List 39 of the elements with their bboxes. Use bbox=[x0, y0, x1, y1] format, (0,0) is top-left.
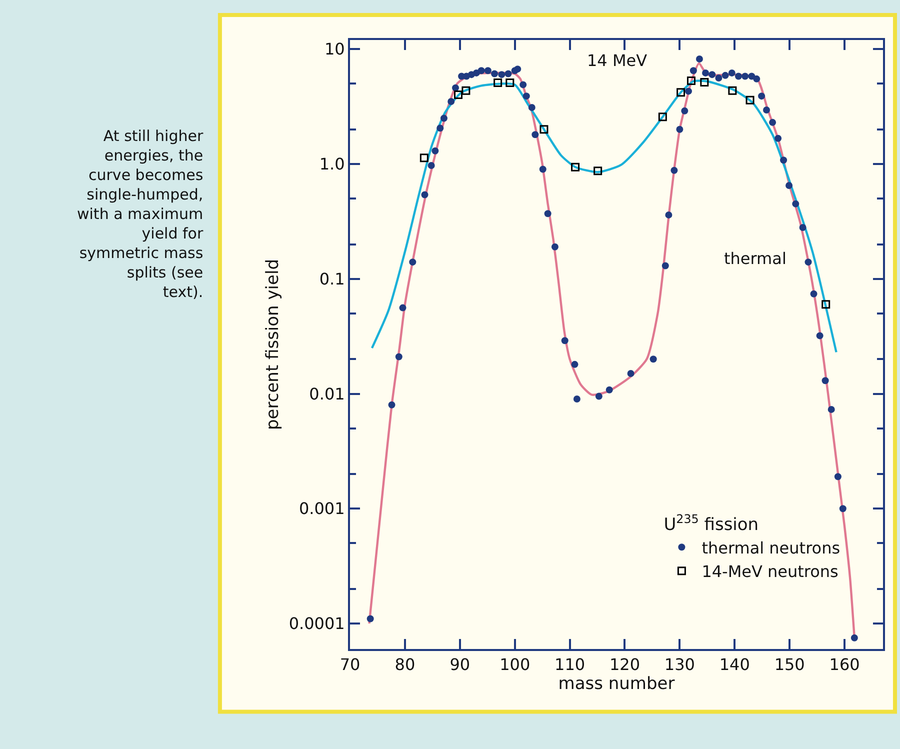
y-tick-label: 0.0001 bbox=[288, 614, 345, 634]
point bbox=[594, 166, 602, 176]
point bbox=[822, 300, 830, 309]
point bbox=[462, 86, 470, 95]
text: At still higher energies, the curve becomes single-humped, with a maximum yield for symmetric mass splits (see text). bbox=[77, 127, 204, 301]
y-tick-label: 0.001 bbox=[298, 499, 345, 518]
point bbox=[658, 112, 667, 122]
y-tick-label: 1.0 bbox=[319, 154, 345, 174]
y-tick-label: 0.01 bbox=[309, 384, 345, 404]
y-tick-label: 0.1 bbox=[319, 269, 345, 288]
point bbox=[728, 86, 737, 95]
x-tick-label: 150 bbox=[774, 655, 805, 674]
annotation: 14 MeV bbox=[587, 51, 648, 70]
point bbox=[686, 76, 696, 86]
y-tick-label: 10 bbox=[324, 40, 345, 59]
x-tick-label: 160 bbox=[829, 655, 860, 674]
point bbox=[454, 90, 462, 100]
point bbox=[506, 78, 514, 87]
legend-label: thermal neutrons bbox=[702, 538, 840, 558]
x-tick-label: 100 bbox=[500, 655, 530, 674]
x-tick-label: 80 bbox=[394, 655, 416, 674]
point bbox=[540, 125, 548, 134]
legend-label: 14-MeV neutrons bbox=[702, 562, 838, 582]
x-tick-label: 120 bbox=[609, 655, 640, 674]
point bbox=[700, 78, 709, 86]
x-tick-label: 140 bbox=[719, 655, 750, 674]
y-axis-title: percent fission yield bbox=[262, 259, 283, 430]
point bbox=[420, 154, 428, 162]
x-tick-label: 130 bbox=[664, 655, 695, 674]
point bbox=[571, 162, 580, 172]
x-tick-label: 110 bbox=[554, 655, 586, 674]
legend-title: U$^{235}$ fission bbox=[664, 512, 759, 536]
point bbox=[676, 88, 686, 97]
x-tick-label: 70 bbox=[340, 655, 360, 674]
x-axis-title: mass number bbox=[558, 674, 675, 694]
annotation: thermal bbox=[724, 249, 786, 268]
point bbox=[746, 96, 754, 104]
x-tick-label: 90 bbox=[450, 655, 470, 674]
point bbox=[494, 78, 502, 87]
